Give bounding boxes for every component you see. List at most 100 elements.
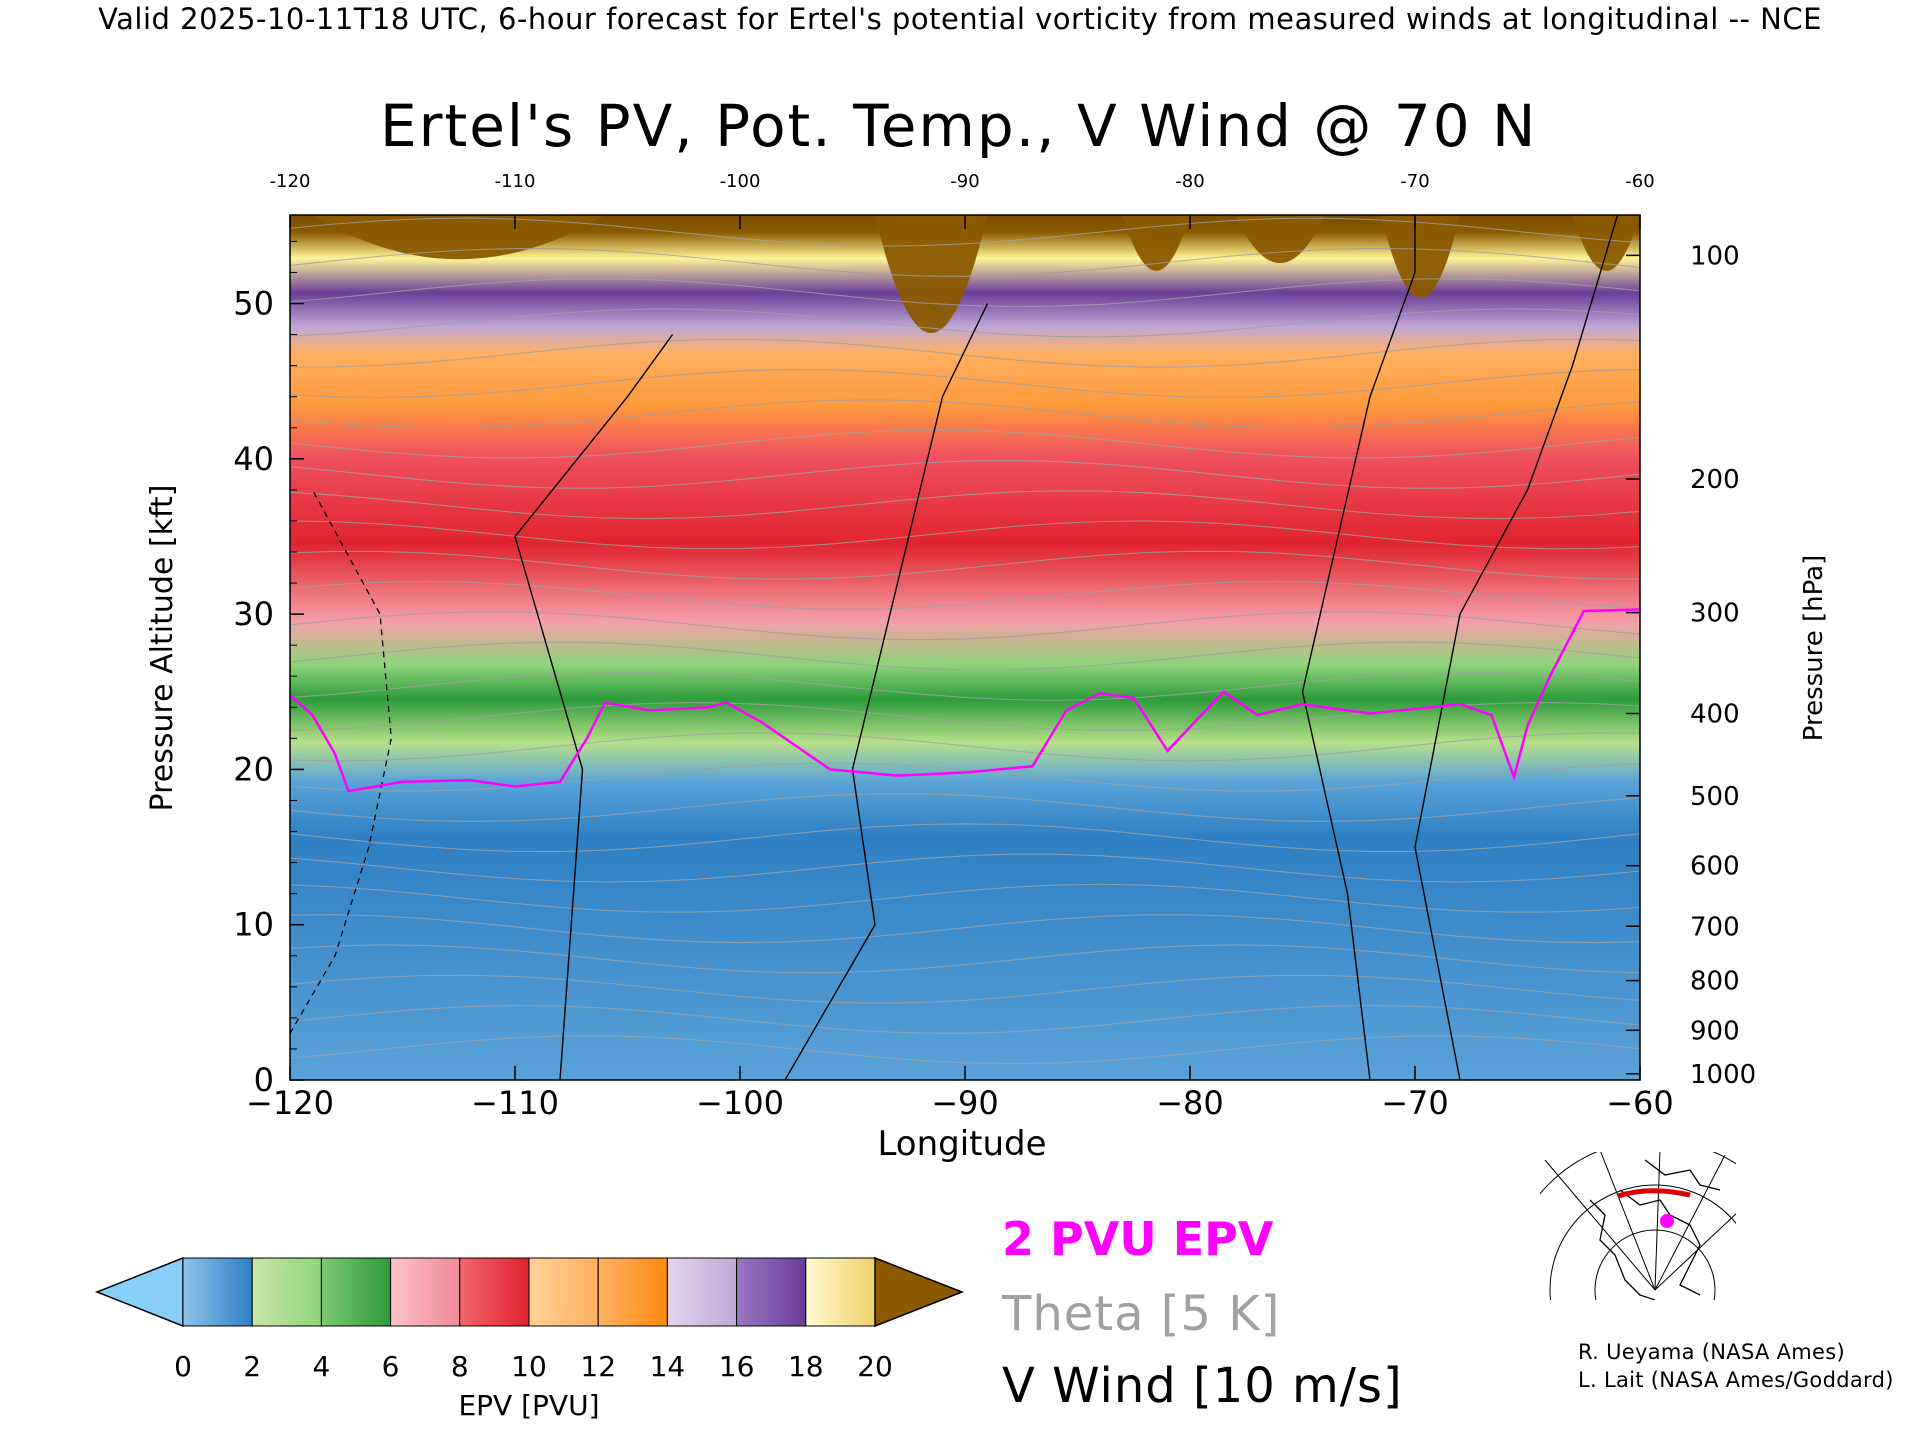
x-tick-label: −70 xyxy=(1381,1084,1449,1122)
colorbar-segment xyxy=(666,1257,738,1327)
colorbar-tick-label: 0 xyxy=(174,1350,192,1383)
colorbar-tick-label: 16 xyxy=(719,1350,755,1383)
theta-line xyxy=(290,1035,1640,1065)
high-epv-region xyxy=(1381,215,1460,299)
theta-line xyxy=(290,338,1640,368)
pressure-tick-label: 500 xyxy=(1690,782,1740,812)
theta-line xyxy=(290,793,1640,822)
colorbar-segment xyxy=(805,1257,876,1327)
x-tick-label: −90 xyxy=(931,1084,999,1122)
legend-vwind: V Wind [10 m/s] xyxy=(1002,1358,1403,1414)
theta-line xyxy=(290,278,1640,308)
colorbar-segment xyxy=(251,1257,322,1327)
x-tick-label: −100 xyxy=(696,1084,784,1122)
colorbar-segment xyxy=(597,1257,668,1327)
colorbar-segment xyxy=(182,1257,253,1327)
theta-line xyxy=(290,308,1640,338)
colorbar-tick-label: 20 xyxy=(857,1350,893,1383)
epv-field xyxy=(290,215,1640,1080)
plot-area xyxy=(290,215,1640,1080)
legend-theta: Theta [5 K] xyxy=(1002,1286,1281,1342)
colorbar-segments xyxy=(182,1257,876,1327)
colorbar-tick-label: 4 xyxy=(312,1350,330,1383)
colorbar-min-arrow xyxy=(94,1256,184,1328)
x-top-tick-label: -80 xyxy=(1175,171,1204,192)
high-epv-region xyxy=(1122,215,1190,271)
theta-line xyxy=(290,853,1640,883)
x-top-tick-label: -110 xyxy=(495,171,536,192)
colorbar-max-arrow xyxy=(874,1256,965,1328)
pressure-tick-label: 200 xyxy=(1690,465,1740,495)
theta-line xyxy=(290,490,1640,520)
colorbar-tick-label: 14 xyxy=(650,1350,686,1383)
x-top-tick-label: -60 xyxy=(1625,171,1654,192)
credit-lait: L. Lait (NASA Ames/Goddard) xyxy=(1578,1368,1894,1392)
x-top-tick-label: -120 xyxy=(270,171,311,192)
x-tick-label: −60 xyxy=(1606,1084,1674,1122)
wind-line xyxy=(784,303,989,1080)
theta-line xyxy=(290,641,1640,671)
y-tick-label: 40 xyxy=(233,440,274,478)
chart-title: Ertel's PV, Pot. Temp., V Wind @ 70 N xyxy=(380,92,1538,160)
pressure-tick-label: 900 xyxy=(1690,1016,1740,1046)
x-top-tick-label: -70 xyxy=(1400,171,1429,192)
wind-contours xyxy=(290,215,1619,1080)
theta-line xyxy=(290,914,1640,944)
theta-line xyxy=(290,944,1640,974)
high-epv-region xyxy=(1572,215,1640,271)
colorbar: 0 2 4 6 8 10 12 14 16 18 20 EPV [PVU] xyxy=(94,1256,965,1422)
theta-line xyxy=(290,611,1640,641)
colorbar-segment xyxy=(736,1257,807,1327)
theta-line xyxy=(290,459,1640,489)
x-axis: −120 −110 −100 −90 −80 −70 −60 xyxy=(246,1066,1674,1122)
wind-line-negative xyxy=(290,489,392,1034)
theta-line xyxy=(290,580,1640,610)
colorbar-tick-label: 8 xyxy=(451,1350,469,1383)
wind-line xyxy=(1301,215,1416,1080)
theta-line xyxy=(290,974,1640,1004)
x-top-tick-label: -100 xyxy=(720,171,761,192)
colorbar-label: EPV [PVU] xyxy=(458,1389,599,1422)
colorbar-segment xyxy=(390,1257,461,1327)
colorbar-tick-label: 2 xyxy=(243,1350,261,1383)
theta-line xyxy=(290,823,1640,853)
x-top-tick-label: -90 xyxy=(950,171,979,192)
x-tick-label: −80 xyxy=(1156,1084,1224,1122)
locator-map xyxy=(1540,1152,1736,1300)
x-tick-label: −110 xyxy=(471,1084,559,1122)
colorbar-ticks: 0 2 4 6 8 10 12 14 16 18 20 xyxy=(174,1350,893,1383)
y-tick-label: 20 xyxy=(233,750,274,788)
pressure-tick-label: 800 xyxy=(1690,967,1740,997)
y-tick-label: 50 xyxy=(233,285,274,323)
header-line: Valid 2025-10-11T18 UTC, 6-hour forecast… xyxy=(98,2,1822,36)
pressure-tick-label: 600 xyxy=(1690,852,1740,882)
wind-line xyxy=(1414,215,1619,1080)
theta-line xyxy=(290,399,1640,429)
y-axis-left: 0 10 20 30 40 50 xyxy=(233,240,304,1099)
y-tick-label: 0 xyxy=(254,1061,274,1099)
x-axis-label: Longitude xyxy=(877,1124,1046,1164)
colorbar-tick-label: 6 xyxy=(382,1350,400,1383)
theta-line xyxy=(290,1004,1640,1034)
colorbar-segment xyxy=(459,1257,530,1327)
locator-section-line xyxy=(1617,1188,1691,1199)
x-axis-top: -120 -110 -100 -90 -80 -70 -60 xyxy=(270,171,1655,229)
pressure-tick-label: 1000 xyxy=(1690,1060,1756,1090)
colorbar-tick-label: 10 xyxy=(511,1350,547,1383)
theta-line xyxy=(290,671,1640,701)
y-tick-label: 10 xyxy=(233,906,274,944)
colorbar-tick-label: 18 xyxy=(788,1350,824,1383)
y-axis-label: Pressure Altitude [kft] xyxy=(145,485,180,812)
theta-line xyxy=(290,732,1640,762)
credit-ueyama: R. Ueyama (NASA Ames) xyxy=(1578,1340,1845,1364)
y-axis-right: 100 200 300 400 500 600 700 800 900 1000 xyxy=(1626,241,1756,1090)
theta-line xyxy=(290,369,1640,399)
theta-line xyxy=(290,429,1640,459)
theta-line xyxy=(290,550,1640,580)
x-tick-label: −120 xyxy=(246,1084,334,1122)
pressure-tick-label: 400 xyxy=(1690,700,1740,730)
legend-pv2: 2 PVU EPV xyxy=(1002,1212,1274,1266)
theta-line xyxy=(290,883,1640,913)
pressure-tick-label: 300 xyxy=(1690,599,1740,629)
